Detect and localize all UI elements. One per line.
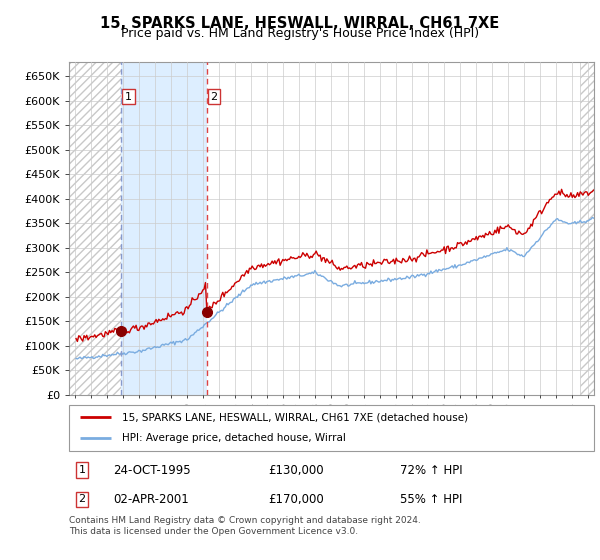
Text: 2: 2 [210,92,217,101]
Text: 55% ↑ HPI: 55% ↑ HPI [400,493,462,506]
Text: 15, SPARKS LANE, HESWALL, WIRRAL, CH61 7XE (detached house): 15, SPARKS LANE, HESWALL, WIRRAL, CH61 7… [121,412,467,422]
Text: £130,000: £130,000 [269,464,324,477]
Text: 02-APR-2001: 02-APR-2001 [113,493,190,506]
Bar [121,62,208,395]
Text: £170,000: £170,000 [269,493,324,506]
Text: Price paid vs. HM Land Registry's House Price Index (HPI): Price paid vs. HM Land Registry's House … [121,27,479,40]
Text: 1: 1 [125,92,132,101]
Bar [67,62,121,395]
FancyBboxPatch shape [69,405,594,451]
Bar [580,62,596,395]
Text: 2: 2 [79,494,86,505]
Text: Contains HM Land Registry data © Crown copyright and database right 2024.
This d: Contains HM Land Registry data © Crown c… [69,516,421,536]
Text: 15, SPARKS LANE, HESWALL, WIRRAL, CH61 7XE: 15, SPARKS LANE, HESWALL, WIRRAL, CH61 7… [100,16,500,31]
Text: 24-OCT-1995: 24-OCT-1995 [113,464,191,477]
Text: 72% ↑ HPI: 72% ↑ HPI [400,464,463,477]
Text: 1: 1 [79,465,86,475]
Text: HPI: Average price, detached house, Wirral: HPI: Average price, detached house, Wirr… [121,433,346,444]
